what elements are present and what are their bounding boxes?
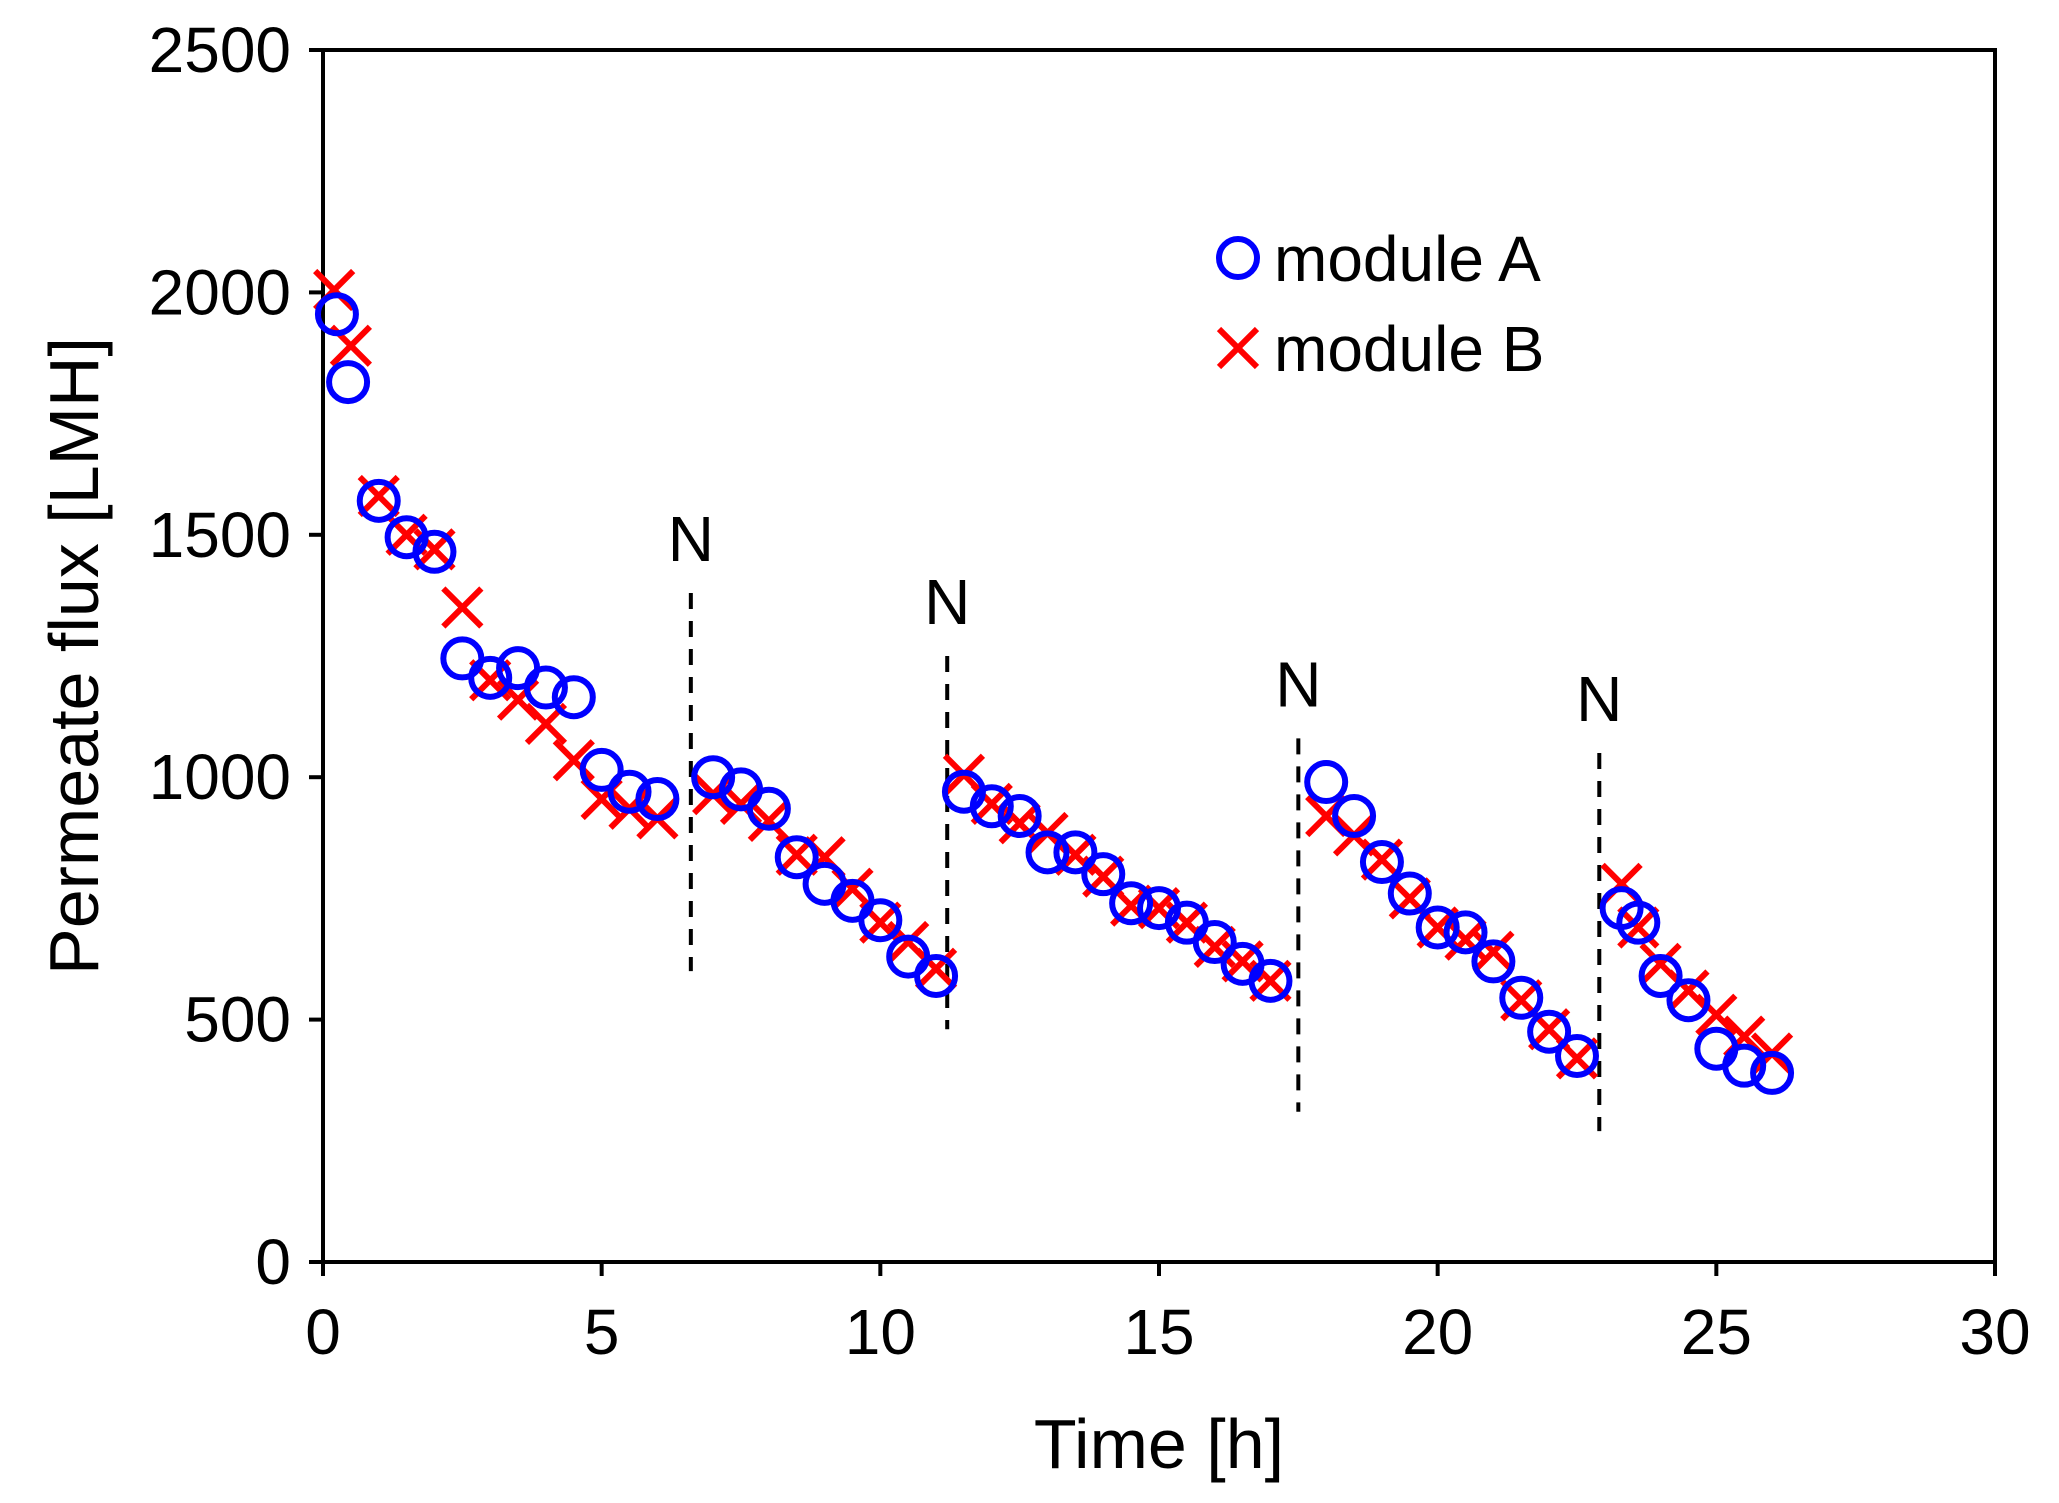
annotation-label: N xyxy=(668,503,714,575)
y-tick-label: 1500 xyxy=(149,499,291,571)
legend-marker-module-b xyxy=(1216,326,1260,370)
data-point xyxy=(1471,939,1516,984)
data-point xyxy=(1616,900,1661,945)
annotations: N N N N xyxy=(668,503,1622,1132)
x-tick-label: 20 xyxy=(1402,1296,1473,1368)
x-marker-stroke xyxy=(1472,930,1515,973)
x-marker-stroke xyxy=(552,739,595,782)
data-point xyxy=(1387,871,1432,916)
data-point xyxy=(969,784,1014,829)
x-tick-label: 30 xyxy=(1959,1296,2030,1368)
data-point xyxy=(998,802,1041,845)
annotation-label: N xyxy=(1576,663,1622,735)
data-point xyxy=(1248,958,1293,1003)
y-tick-label: 1000 xyxy=(149,741,291,813)
series-module-a xyxy=(314,292,1795,1095)
data-point xyxy=(1695,993,1738,1036)
y-tick-label: 2500 xyxy=(149,14,291,86)
data-point xyxy=(1415,905,1460,950)
annotation-label: N xyxy=(1275,648,1321,720)
data-point xyxy=(1638,953,1683,998)
annotation-label: N xyxy=(924,566,970,638)
data-point xyxy=(1081,852,1126,897)
data-point xyxy=(914,947,958,990)
data-point xyxy=(552,739,595,782)
x-marker-stroke xyxy=(998,802,1041,845)
data-point xyxy=(1192,920,1237,965)
x-marker-stroke xyxy=(914,947,958,990)
x-marker-stroke xyxy=(831,867,874,910)
plot-frame xyxy=(321,48,1997,1264)
y-tick-label: 500 xyxy=(184,984,291,1056)
data-point xyxy=(523,665,568,710)
data-point xyxy=(441,586,484,629)
x-marker-stroke xyxy=(887,920,930,964)
data-point xyxy=(1666,978,1711,1023)
data-point xyxy=(1359,840,1404,885)
x-marker-stroke xyxy=(1639,942,1682,985)
data-point xyxy=(774,835,819,880)
legend: module A module B xyxy=(1216,223,1544,385)
data-point xyxy=(1750,1050,1795,1095)
x-marker-stroke xyxy=(719,782,763,825)
x-marker-stroke xyxy=(441,586,484,629)
data-point xyxy=(691,755,736,800)
data-point xyxy=(1332,793,1377,838)
legend-marker-symbol xyxy=(1216,326,1260,370)
x-axis-label: Time [h] xyxy=(1034,1405,1284,1483)
data-point xyxy=(1109,881,1154,926)
x-marker-stroke xyxy=(1695,993,1738,1036)
legend-label-module-b: module B xyxy=(1274,313,1544,385)
x-marker-stroke xyxy=(329,324,372,367)
data-point xyxy=(858,898,903,943)
plot-area-border xyxy=(321,48,1997,1264)
x-marker-stroke xyxy=(747,799,790,842)
legend-marker-symbol xyxy=(1216,236,1260,280)
data-point xyxy=(356,478,401,523)
data-point xyxy=(551,675,596,720)
x-marker-stroke xyxy=(1444,918,1487,961)
x-marker-stroke xyxy=(1667,969,1710,1012)
x-tick-label: 5 xyxy=(584,1296,620,1368)
data-point xyxy=(1053,830,1098,875)
data-point xyxy=(747,799,790,842)
data-point xyxy=(1443,910,1488,955)
data-point xyxy=(607,769,652,814)
data-point xyxy=(440,636,485,681)
data-point xyxy=(1304,760,1349,805)
data-point xyxy=(1527,1009,1572,1054)
data-point xyxy=(1555,1033,1599,1078)
x-marker-stroke xyxy=(1216,326,1260,370)
data-point xyxy=(802,861,847,906)
y-tick-label: 0 xyxy=(255,1226,291,1298)
data-point xyxy=(635,777,680,822)
y-tick-label: 2000 xyxy=(149,256,291,328)
data-point xyxy=(412,529,457,574)
data-point xyxy=(746,786,791,831)
data-point xyxy=(326,360,371,405)
data-point xyxy=(1722,1043,1767,1088)
axis-ticks: 0 5 10 15 20 25 30 0 500 1000 1500 2000 2500 xyxy=(149,14,2031,1368)
data-point xyxy=(914,953,959,998)
data-point xyxy=(468,655,513,700)
data-point xyxy=(1025,830,1070,875)
data-point xyxy=(1499,975,1544,1020)
x-tick-label: 0 xyxy=(305,1296,341,1368)
data-point xyxy=(314,292,359,337)
x-tick-label: 10 xyxy=(845,1296,916,1368)
data-series xyxy=(313,268,1795,1095)
data-point xyxy=(997,793,1042,838)
y-axis-label: Permeate flux [LMH] xyxy=(35,337,113,975)
data-point xyxy=(579,747,624,792)
x-tick-label: 25 xyxy=(1681,1296,1752,1368)
x-marker-stroke xyxy=(496,678,540,721)
legend-marker-module-a xyxy=(1216,236,1260,280)
legend-label-module-a: module A xyxy=(1274,223,1541,295)
x-tick-label: 15 xyxy=(1123,1296,1194,1368)
